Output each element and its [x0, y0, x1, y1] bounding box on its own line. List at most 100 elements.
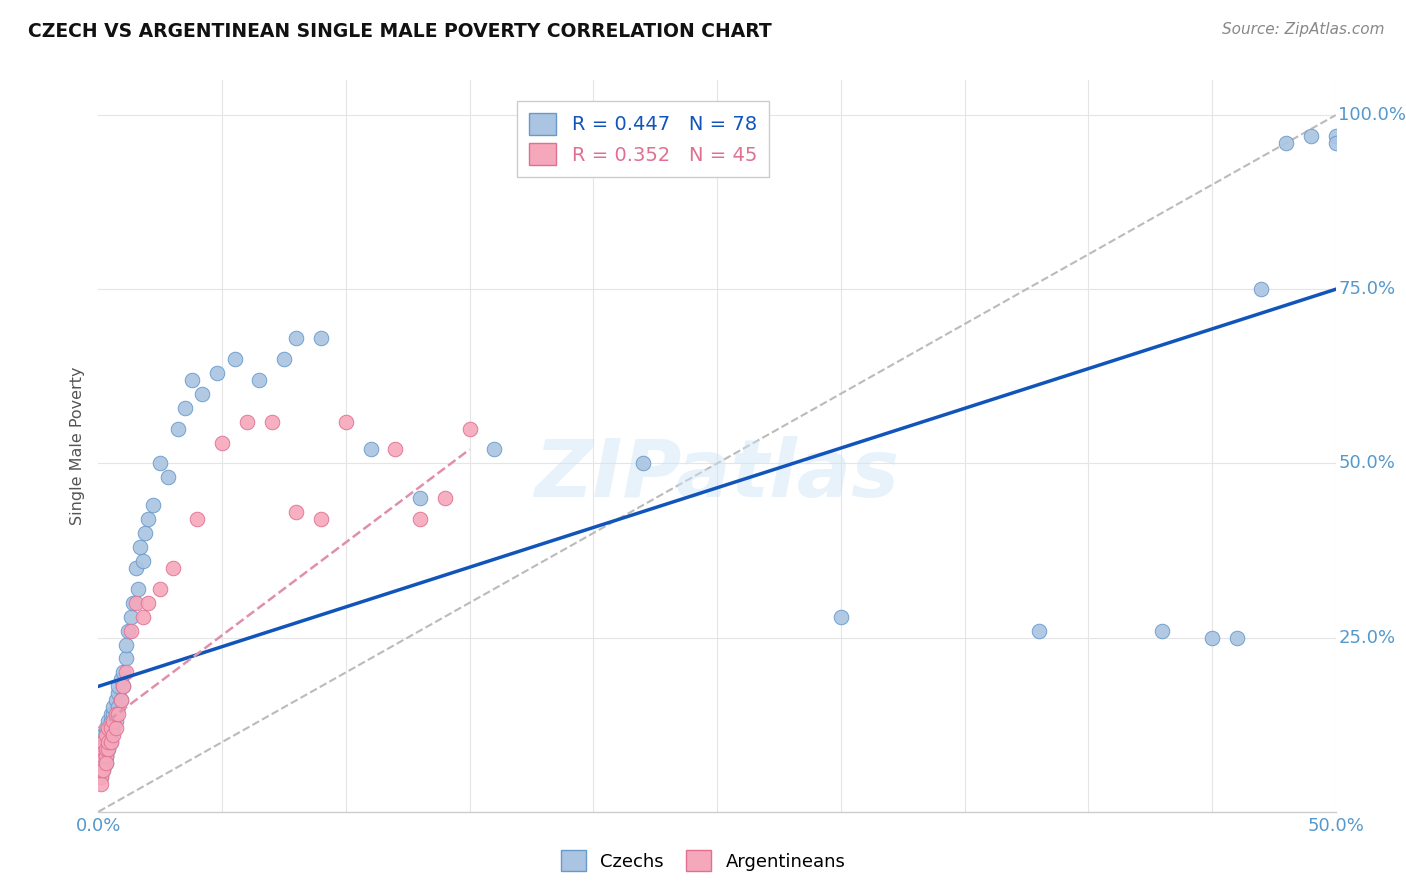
Point — [129, 540, 152, 554]
Point — [93, 742, 115, 756]
Point — [94, 749, 117, 764]
Text: 25.0%: 25.0% — [1339, 629, 1395, 647]
Legend: R = 0.447   N = 78, R = 0.352   N = 45: R = 0.447 N = 78, R = 0.352 N = 45 — [517, 101, 769, 177]
Point — [309, 512, 332, 526]
Point — [224, 351, 246, 366]
Point — [132, 554, 155, 568]
Point — [156, 470, 179, 484]
Point — [1299, 128, 1322, 143]
Point — [93, 763, 115, 777]
Point — [97, 742, 120, 756]
Point — [90, 770, 112, 784]
Point — [114, 638, 136, 652]
Point — [94, 742, 117, 756]
Point — [94, 749, 117, 764]
Point — [90, 763, 112, 777]
Point — [285, 505, 308, 519]
Legend: Czechs, Argentineans: Czechs, Argentineans — [554, 843, 852, 879]
Point — [100, 728, 122, 742]
Point — [1226, 631, 1249, 645]
Point — [181, 373, 204, 387]
Point — [94, 721, 117, 735]
Point — [120, 609, 142, 624]
Point — [100, 735, 122, 749]
Point — [260, 415, 283, 429]
Point — [149, 457, 172, 471]
Point — [166, 421, 188, 435]
Point — [110, 693, 132, 707]
Point — [103, 728, 125, 742]
Point — [103, 721, 125, 735]
Point — [132, 609, 155, 624]
Point — [94, 756, 117, 770]
Point — [127, 582, 149, 596]
Point — [1152, 624, 1174, 638]
Point — [97, 714, 120, 728]
Point — [124, 596, 146, 610]
Point — [94, 728, 117, 742]
Point — [97, 721, 120, 735]
Point — [90, 749, 112, 764]
Point — [112, 665, 135, 680]
Point — [384, 442, 406, 457]
Point — [104, 714, 127, 728]
Point — [94, 756, 117, 770]
Point — [112, 679, 135, 693]
Point — [93, 756, 115, 770]
Point — [90, 777, 112, 791]
Point — [90, 756, 112, 770]
Point — [93, 756, 115, 770]
Point — [107, 707, 129, 722]
Point — [134, 526, 156, 541]
Point — [97, 735, 120, 749]
Point — [273, 351, 295, 366]
Point — [97, 735, 120, 749]
Point — [90, 763, 112, 777]
Point — [236, 415, 259, 429]
Point — [100, 735, 122, 749]
Point — [112, 679, 135, 693]
Point — [186, 512, 208, 526]
Point — [309, 331, 332, 345]
Point — [205, 366, 228, 380]
Point — [114, 651, 136, 665]
Point — [90, 749, 112, 764]
Text: Source: ZipAtlas.com: Source: ZipAtlas.com — [1222, 22, 1385, 37]
Point — [1201, 631, 1223, 645]
Point — [409, 491, 432, 506]
Point — [1275, 136, 1298, 150]
Point — [1250, 282, 1272, 296]
Point — [285, 331, 308, 345]
Point — [104, 693, 127, 707]
Point — [104, 707, 127, 722]
Point — [90, 763, 112, 777]
Text: ZIPatlas: ZIPatlas — [534, 436, 900, 515]
Point — [162, 561, 184, 575]
Point — [97, 721, 120, 735]
Point — [103, 714, 125, 728]
Text: 75.0%: 75.0% — [1339, 280, 1395, 298]
Point — [107, 679, 129, 693]
Point — [93, 735, 115, 749]
Point — [103, 700, 125, 714]
Point — [458, 421, 481, 435]
Point — [117, 624, 139, 638]
Point — [93, 742, 115, 756]
Point — [1324, 128, 1347, 143]
Point — [97, 728, 120, 742]
Point — [120, 624, 142, 638]
Point — [90, 770, 112, 784]
Point — [93, 763, 115, 777]
Point — [360, 442, 382, 457]
Y-axis label: Single Male Poverty: Single Male Poverty — [70, 367, 86, 525]
Text: CZECH VS ARGENTINEAN SINGLE MALE POVERTY CORRELATION CHART: CZECH VS ARGENTINEAN SINGLE MALE POVERTY… — [28, 22, 772, 41]
Point — [103, 707, 125, 722]
Point — [433, 491, 456, 506]
Point — [149, 582, 172, 596]
Point — [107, 686, 129, 700]
Point — [90, 756, 112, 770]
Point — [93, 728, 115, 742]
Point — [136, 512, 159, 526]
Point — [94, 735, 117, 749]
Point — [93, 749, 115, 764]
